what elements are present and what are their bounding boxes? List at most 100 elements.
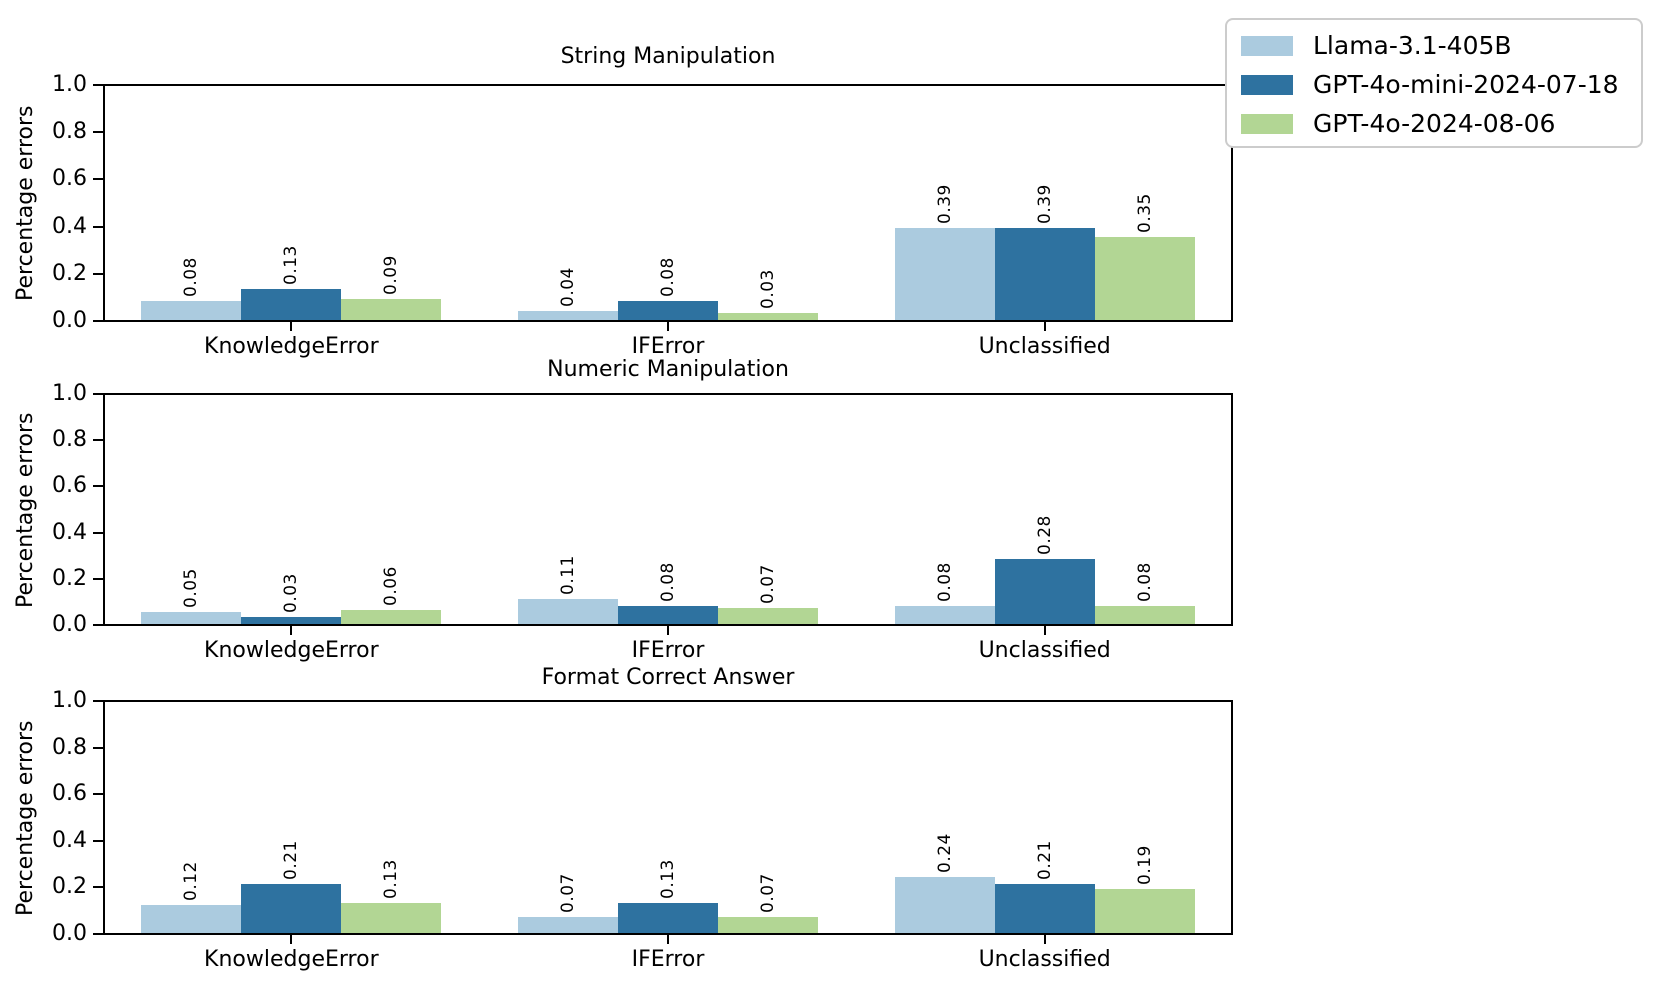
y-tick-mark (93, 84, 103, 86)
legend-item: GPT-4o-2024-08-06 (1241, 104, 1641, 143)
bar-IFError-Llama-3.1-405B (518, 310, 618, 320)
y-tick-mark (93, 131, 103, 134)
y-tick-label: 1.0 (52, 72, 87, 97)
bar-KnowledgeError-Llama-3.1-405B (141, 301, 242, 320)
legend-label: GPT-4o-mini-2024-07-18 (1313, 69, 1619, 99)
y-tick-label: 0.6 (52, 473, 87, 499)
y-tick-label: 0.4 (52, 213, 87, 239)
y-tick-mark (93, 225, 103, 228)
bar-Unclassified-GPT-4o-2024-08-06 (1094, 605, 1195, 624)
bar-Unclassified-GPT-4o-mini-2024-07-18 (994, 227, 1095, 320)
x-tick-label: KnowledgeError (204, 947, 379, 972)
x-tick-label: Unclassified (978, 334, 1111, 359)
bar-IFError-GPT-4o-2024-08-06 (718, 916, 818, 933)
chart-title: Format Correct Answer (541, 665, 795, 690)
x-tick-mark (667, 626, 669, 635)
bar-KnowledgeError-GPT-4o-2024-08-06 (341, 610, 442, 624)
bar-KnowledgeError-GPT-4o-mini-2024-07-18 (241, 617, 342, 624)
bar-IFError-GPT-4o-2024-08-06 (718, 607, 818, 624)
chart-title: String Manipulation (560, 44, 776, 69)
legend-item: Llama-3.1-405B (1241, 26, 1641, 65)
y-tick-label: 0.8 (52, 119, 87, 145)
bar-KnowledgeError-GPT-4o-mini-2024-07-18 (241, 289, 342, 320)
y-tick-label: 0.2 (52, 565, 87, 591)
legend-label: Llama-3.1-405B (1313, 30, 1512, 60)
x-tick-mark (1043, 626, 1046, 635)
x-tick-label: KnowledgeError (204, 334, 379, 359)
plot-spines (103, 700, 1233, 935)
y-tick-label: 0.8 (52, 734, 87, 760)
y-tick-mark (93, 577, 103, 580)
y-tick-mark (93, 793, 103, 796)
y-tick-label: 0.8 (52, 427, 87, 453)
y-tick-label: 0.6 (52, 781, 87, 807)
y-tick-label: 0.2 (52, 260, 87, 286)
plot-spines (103, 84, 1233, 322)
bar-IFError-GPT-4o-mini-2024-07-18 (618, 301, 718, 320)
chart-title: Numeric Manipulation (547, 357, 789, 382)
y-tick-mark (93, 886, 103, 889)
y-tick-mark (93, 746, 103, 749)
bar-Unclassified-GPT-4o-mini-2024-07-18 (994, 559, 1095, 624)
bar-IFError-Llama-3.1-405B (518, 598, 618, 624)
bar-Unclassified-Llama-3.1-405B (894, 605, 995, 624)
y-tick-mark (93, 700, 103, 702)
bar-IFError-GPT-4o-mini-2024-07-18 (618, 902, 718, 933)
y-tick-label: 0.4 (52, 519, 87, 545)
bar-Unclassified-GPT-4o-mini-2024-07-18 (994, 884, 1095, 933)
x-tick-mark (1043, 935, 1046, 944)
x-tick-label: IFError (631, 334, 705, 359)
y-tick-mark (93, 393, 103, 395)
bar-Unclassified-GPT-4o-2024-08-06 (1094, 237, 1195, 320)
bar-KnowledgeError-GPT-4o-2024-08-06 (341, 298, 442, 320)
x-tick-mark (667, 935, 669, 944)
y-tick-mark (93, 839, 103, 842)
y-tick-label: 0.2 (52, 874, 87, 900)
y-tick-mark (93, 933, 103, 935)
bar-KnowledgeError-GPT-4o-mini-2024-07-18 (241, 884, 342, 933)
y-tick-mark (93, 320, 103, 322)
y-tick-mark (93, 485, 103, 488)
y-tick-label: 0.0 (52, 308, 87, 333)
bar-IFError-GPT-4o-2024-08-06 (718, 312, 818, 320)
x-tick-mark (667, 322, 669, 331)
legend-item: GPT-4o-mini-2024-07-18 (1241, 65, 1641, 104)
bar-Unclassified-Llama-3.1-405B (894, 877, 995, 933)
x-tick-label: Unclassified (978, 947, 1111, 972)
y-tick-label: 0.0 (52, 612, 87, 637)
bar-KnowledgeError-Llama-3.1-405B (141, 612, 242, 624)
y-tick-label: 0.0 (52, 921, 87, 946)
x-tick-label: IFError (631, 638, 705, 663)
y-tick-label: 0.4 (52, 827, 87, 853)
x-tick-mark (290, 935, 293, 944)
x-tick-mark (290, 626, 293, 635)
x-tick-mark (290, 322, 293, 331)
bar-KnowledgeError-Llama-3.1-405B (141, 905, 242, 933)
y-tick-mark (93, 272, 103, 275)
y-tick-mark (93, 178, 103, 181)
legend-label: GPT-4o-2024-08-06 (1313, 108, 1556, 138)
x-tick-label: IFError (631, 947, 705, 972)
x-tick-mark (1043, 322, 1046, 331)
legend-swatch-gpt4o (1241, 113, 1293, 134)
plot-spines (103, 393, 1233, 626)
legend-swatch-llama (1241, 35, 1293, 56)
bar-Unclassified-Llama-3.1-405B (894, 227, 995, 320)
x-tick-label: KnowledgeError (204, 638, 379, 663)
y-tick-label: 1.0 (52, 381, 87, 406)
y-tick-label: 1.0 (52, 688, 87, 713)
bar-KnowledgeError-GPT-4o-2024-08-06 (341, 902, 442, 933)
bar-IFError-GPT-4o-mini-2024-07-18 (618, 605, 718, 624)
bar-IFError-Llama-3.1-405B (518, 916, 618, 933)
y-tick-mark (93, 624, 103, 626)
x-tick-label: Unclassified (978, 638, 1111, 663)
y-tick-mark (93, 531, 103, 534)
bar-Unclassified-GPT-4o-2024-08-06 (1094, 888, 1195, 933)
y-tick-mark (93, 439, 103, 442)
legend-swatch-gpt4o-mini (1241, 74, 1293, 95)
y-tick-label: 0.6 (52, 166, 87, 192)
legend: Llama-3.1-405B GPT-4o-mini-2024-07-18 GP… (1225, 18, 1643, 148)
